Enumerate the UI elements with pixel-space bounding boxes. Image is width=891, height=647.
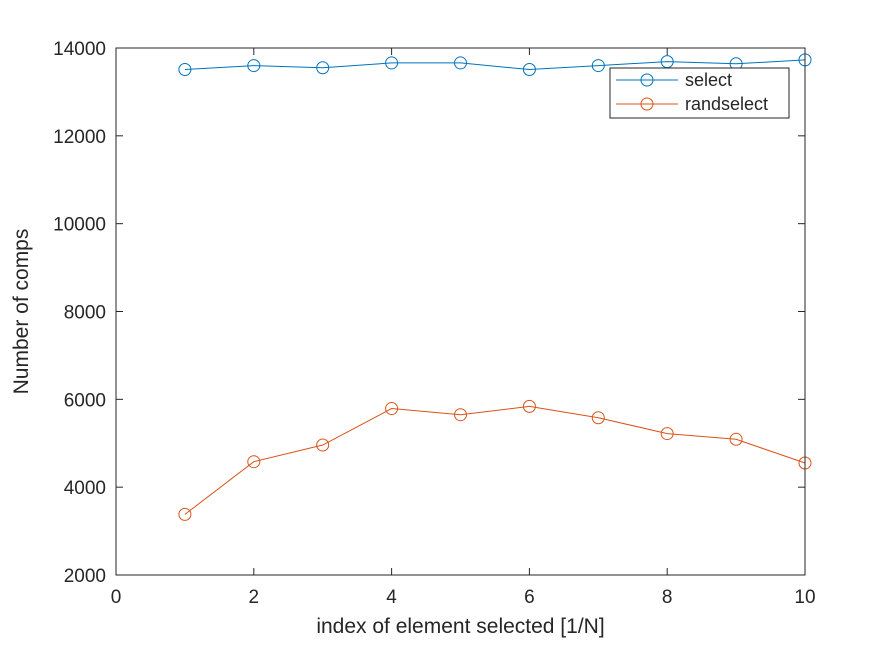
ticks-layer: 0 2 4 6 8 10 2000 4000 6000 8000 10000 12000 14000: [53, 39, 815, 608]
x-axis-label: index of element selected [1/N]: [316, 615, 604, 638]
y-tick-label: 6000: [64, 390, 106, 411]
series-line-select: [184, 59, 806, 71]
y-tick-label: 4000: [64, 478, 106, 499]
data-point-randselect: [522, 399, 536, 413]
x-tick-label: 0: [111, 587, 122, 608]
data-point-select: [385, 56, 399, 70]
x-tick-label: 8: [662, 587, 673, 608]
data-point-select: [178, 63, 192, 77]
legend-box: [609, 67, 790, 119]
data-point-select: [522, 63, 536, 77]
data-point-select: [316, 61, 330, 75]
data-point-randselect: [591, 411, 605, 425]
data-point-randselect: [247, 455, 261, 469]
y-tick-label: 8000: [64, 303, 106, 324]
x-tick-label: 6: [524, 587, 535, 608]
data-point-randselect: [385, 402, 399, 416]
data-point-select: [454, 56, 467, 70]
legend-marker-select: [640, 73, 654, 87]
legend-marker-randselect: [640, 97, 654, 111]
y-tick-label: 2000: [64, 566, 106, 587]
x-tick-label: 2: [249, 587, 260, 608]
data-point-randselect: [660, 427, 674, 441]
legend: select randselect: [609, 67, 790, 119]
plot-area: [116, 48, 805, 575]
data-point-randselect: [729, 432, 743, 446]
y-axis-label: Number of comps: [10, 229, 33, 395]
y-tick-label: 12000: [53, 127, 106, 148]
y-tick-label: 10000: [53, 215, 106, 236]
data-point-randselect: [178, 507, 192, 521]
data-point-randselect: [316, 438, 330, 452]
data-point-select: [591, 59, 605, 73]
y-tick-label: 14000: [53, 39, 106, 60]
x-tick-label: 4: [386, 587, 397, 608]
series-line-randselect: [184, 405, 806, 515]
data-point-randselect: [454, 408, 467, 422]
legend-label-select: select: [685, 70, 732, 90]
data-point-select: [247, 59, 261, 73]
x-tick-label: 10: [794, 587, 815, 608]
legend-label-randselect: randselect: [685, 94, 768, 114]
